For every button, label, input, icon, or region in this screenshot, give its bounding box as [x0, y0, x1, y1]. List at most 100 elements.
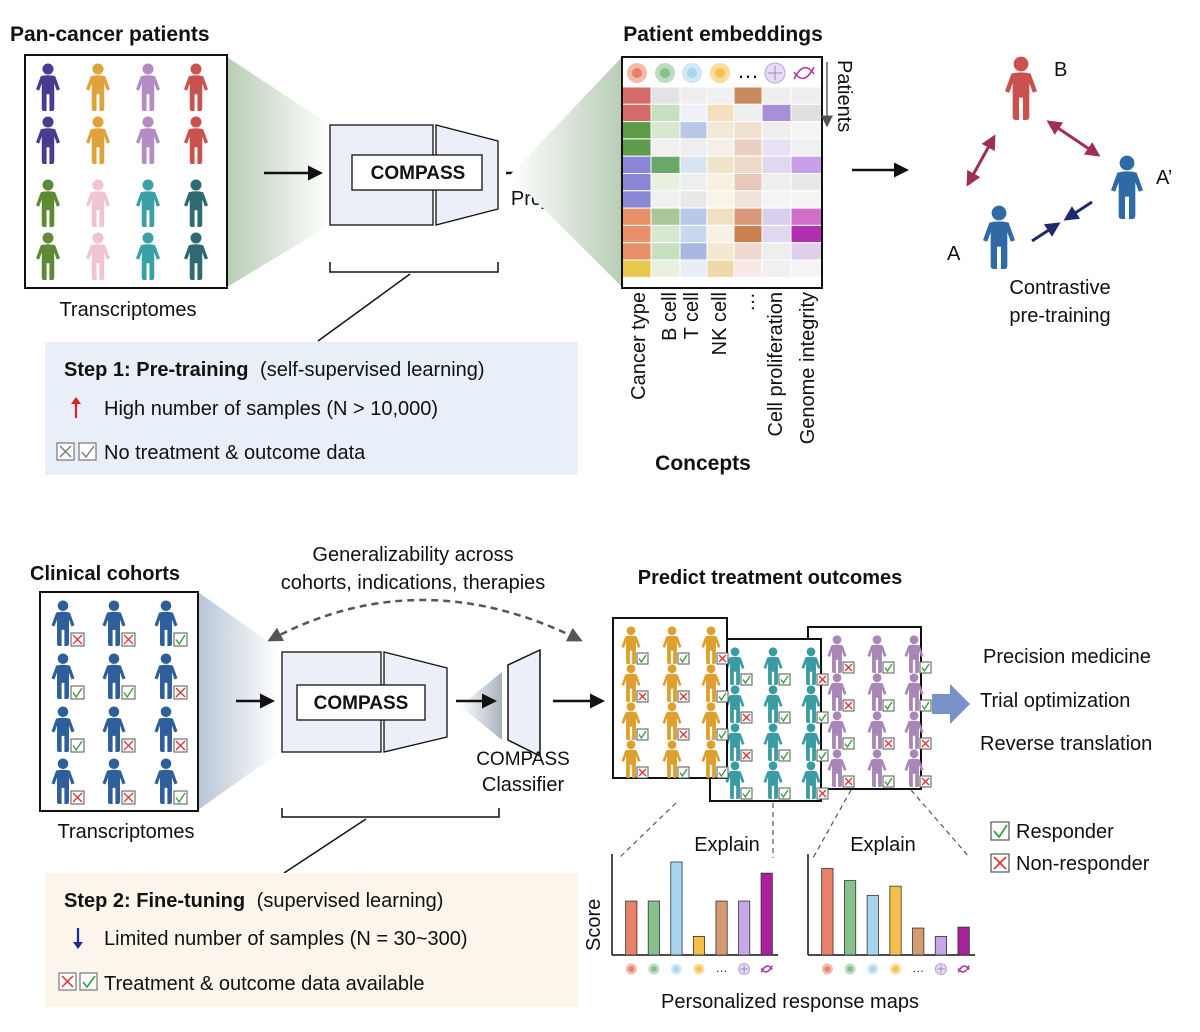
non-responder-cross-icon [882, 737, 895, 750]
responder-check-icon [842, 737, 855, 750]
bar-b-cell [843, 880, 857, 956]
predict-panel-orange [612, 617, 729, 779]
concept-label: Cell proliferation [765, 292, 787, 437]
clinical-people [51, 600, 188, 805]
non-responder-cross-icon [121, 790, 136, 805]
embedding-cell [679, 224, 708, 244]
responder-check-icon [778, 787, 791, 800]
embedding-cell [621, 86, 652, 105]
embedding-cell [761, 121, 792, 140]
responder-check-icon [677, 766, 690, 779]
responder-check-icon [677, 652, 690, 665]
application-3: Reverse translation [980, 733, 1152, 755]
responder-check-icon [778, 673, 791, 686]
non-responder-cross-icon [70, 790, 85, 805]
embedding-cell [679, 103, 708, 123]
attract-arrow-a [1031, 222, 1061, 243]
cancer-cell-icon [821, 963, 833, 975]
responder-check-icon [882, 699, 895, 712]
response-map-chart-1: … [611, 854, 778, 975]
embedding-cell [650, 138, 681, 157]
embedding-cell [621, 121, 652, 140]
embedding-cell [761, 86, 792, 105]
contrastive-caption-2: pre-training [1009, 305, 1110, 327]
embedding-cell [679, 242, 708, 261]
responder-check-icon [716, 766, 729, 779]
non-responder-cross-icon [842, 661, 855, 674]
embedding-cell [679, 259, 708, 278]
bar-genome-integrity [760, 872, 773, 956]
embedding-cell [679, 121, 708, 140]
embedding-cell [650, 207, 681, 226]
step1-connector [317, 273, 411, 342]
up-arrow-head-icon [71, 397, 81, 404]
t-cell-icon [670, 963, 682, 975]
ellipsis-icon: … [912, 961, 924, 975]
embedding-cell [650, 86, 681, 105]
non-responder-cross-icon [121, 632, 136, 647]
embedding-cell [706, 138, 735, 157]
bar-- [715, 900, 728, 956]
responder-check-icon [778, 711, 791, 724]
embedding-cell [621, 173, 652, 192]
embedding-cell [790, 103, 823, 123]
responder-check-icon [716, 690, 729, 703]
dna-icon [760, 965, 773, 973]
embedding-cell [650, 155, 681, 174]
concept-icons-top: … [627, 58, 815, 84]
embedding-cell [706, 121, 735, 140]
legend: Responder Non-responder [990, 821, 1150, 875]
repel-arrow-ab [966, 134, 996, 187]
generalizability-line2: cohorts, indications, therapies [281, 572, 546, 594]
embeddings-title: Patient embeddings [623, 23, 823, 46]
embedding-cell [679, 155, 708, 174]
embedding-cell [761, 155, 792, 174]
cancer-cell-icon [627, 63, 647, 83]
embedding-cell [733, 190, 763, 209]
responder-check-icon [740, 673, 753, 686]
step1-line1: High number of samples (N > 10,000) [104, 398, 438, 420]
embedding-cell [761, 138, 792, 157]
non-responder-cross-icon [990, 853, 1010, 873]
non-responder-cross-icon [716, 652, 729, 665]
responder-check-icon [816, 711, 829, 724]
embedding-cell [790, 224, 823, 244]
bar-- [912, 927, 925, 956]
embedding-cell [650, 259, 681, 278]
applications-arrow-icon [932, 684, 970, 724]
predict-panel-purple [807, 626, 932, 790]
embedding-matrix-frame [621, 56, 823, 289]
responder-check-icon [716, 728, 729, 741]
responder-check-icon [778, 749, 791, 762]
responder-check-icon [990, 821, 1010, 841]
explain-line-2a [812, 789, 852, 859]
embedding-cell [733, 224, 763, 244]
embedding-cell [733, 207, 763, 226]
repel-arrow-ba [1046, 120, 1101, 157]
embedding-cell [679, 173, 708, 192]
compass-model: COMPASS [329, 124, 499, 226]
embedding-cell [650, 224, 681, 244]
label-a-prime: A’ [1156, 167, 1172, 189]
ellipsis-icon: … [737, 58, 759, 83]
embedding-cell [733, 103, 763, 123]
embedding-cell [621, 259, 652, 278]
predict-title: Predict treatment outcomes [638, 567, 903, 589]
step2-box: Step 2: Fine-tuning (supervised learning… [45, 873, 578, 1007]
step2-title-bold: Step 2: Fine-tuning [64, 890, 245, 912]
concept-label: T cell [681, 292, 703, 339]
bar-cancer-type [625, 900, 638, 956]
non-responder-cross-icon [677, 690, 690, 703]
embedding-cell [706, 190, 735, 209]
non-responder-cross-icon [816, 787, 829, 800]
label-a: A [947, 243, 961, 265]
legend-responder: Responder [1016, 821, 1114, 843]
application-2: Trial optimization [980, 690, 1130, 712]
patient-b-icon [1005, 56, 1037, 120]
generalizability-arrow [267, 598, 583, 642]
label-b: B [1054, 59, 1067, 81]
b-cell-icon [648, 963, 660, 975]
non-responder-cross-icon [842, 775, 855, 788]
step2-line2: Treatment & outcome data available [104, 973, 425, 995]
step1-box: Step 1: Pre-training (self-supervised le… [45, 342, 578, 475]
